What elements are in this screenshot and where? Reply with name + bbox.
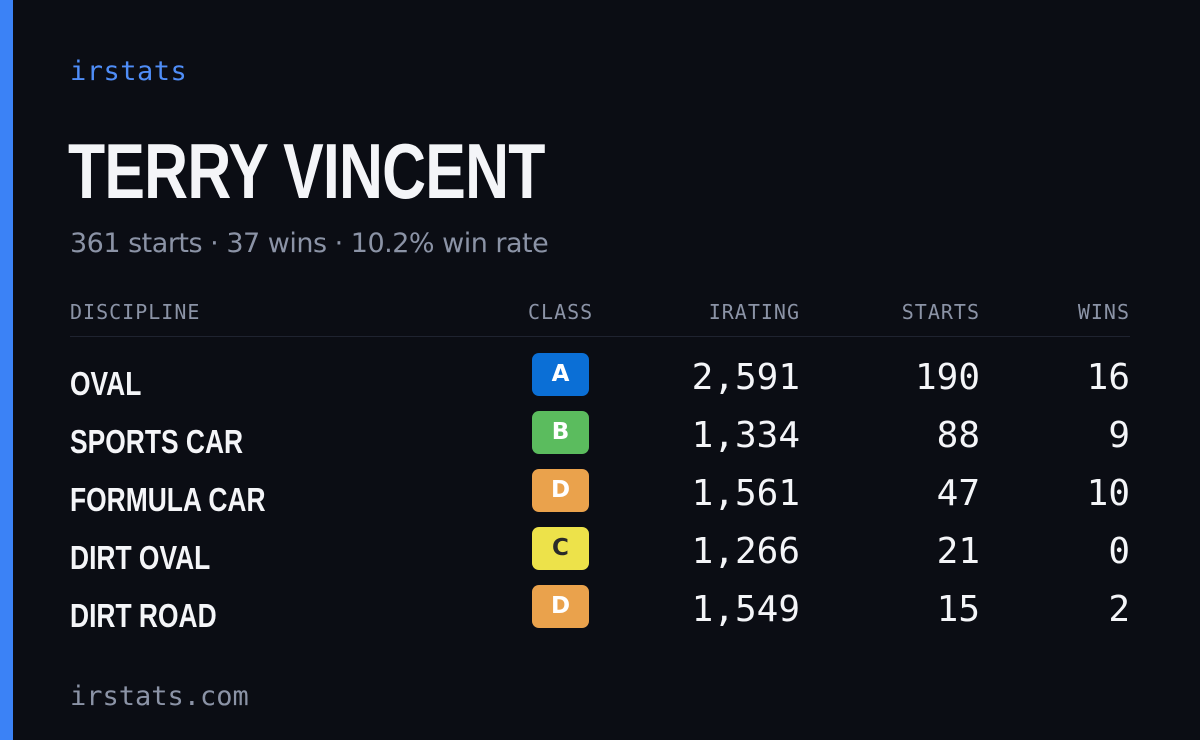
table-row: FORMULA CAR D 1,561 47 10 <box>70 469 1130 527</box>
irating-value: 2,591 <box>691 357 800 398</box>
discipline-label: SPORTS CAR <box>70 423 244 460</box>
driver-name: TERRY VINCENT <box>68 127 545 215</box>
header-starts: STARTS <box>901 300 980 324</box>
starts-value: 15 <box>936 589 980 630</box>
starts-value: 21 <box>936 531 980 572</box>
wins-value: 2 <box>1108 589 1130 630</box>
class-badge: C <box>532 527 589 570</box>
header-wins: WINS <box>1077 300 1130 324</box>
discipline-label: FORMULA CAR <box>70 481 266 518</box>
irating-value: 1,334 <box>691 415 800 456</box>
table-body: OVAL A 2,591 190 16 SPORTS CAR B 1,334 8… <box>70 353 1130 643</box>
starts-value: 88 <box>936 415 980 456</box>
irating-value: 1,549 <box>691 589 800 630</box>
accent-bar <box>0 0 13 740</box>
class-badge: A <box>532 353 589 396</box>
starts-value: 47 <box>936 473 980 514</box>
wins-value: 9 <box>1108 415 1130 456</box>
footer-url: irstats.com <box>70 681 249 712</box>
class-badge: D <box>532 469 589 512</box>
table-row: OVAL A 2,591 190 16 <box>70 353 1130 411</box>
header-discipline: DISCIPLINE <box>70 300 201 324</box>
stats-table: DISCIPLINE CLASS IRATING STARTS WINS OVA… <box>70 296 1130 643</box>
header-class: CLASS <box>528 300 594 324</box>
header-irating: IRATING <box>708 300 800 324</box>
discipline-label: DIRT ROAD <box>70 597 217 634</box>
class-badge: B <box>532 411 589 454</box>
driver-summary: 361 starts · 37 wins · 10.2% win rate <box>70 228 549 259</box>
class-badge: D <box>532 585 589 628</box>
discipline-label: OVAL <box>70 365 142 402</box>
table-row: DIRT ROAD D 1,549 15 2 <box>70 585 1130 643</box>
brand-logo: irstats <box>70 56 188 87</box>
wins-value: 16 <box>1086 357 1130 398</box>
table-header: DISCIPLINE CLASS IRATING STARTS WINS <box>70 296 1130 337</box>
table-row: DIRT OVAL C 1,266 21 0 <box>70 527 1130 585</box>
wins-value: 10 <box>1086 473 1130 514</box>
irating-value: 1,266 <box>691 531 800 572</box>
table-row: SPORTS CAR B 1,334 88 9 <box>70 411 1130 469</box>
irating-value: 1,561 <box>691 473 800 514</box>
wins-value: 0 <box>1108 531 1130 572</box>
starts-value: 190 <box>914 357 980 398</box>
discipline-label: DIRT OVAL <box>70 539 211 576</box>
